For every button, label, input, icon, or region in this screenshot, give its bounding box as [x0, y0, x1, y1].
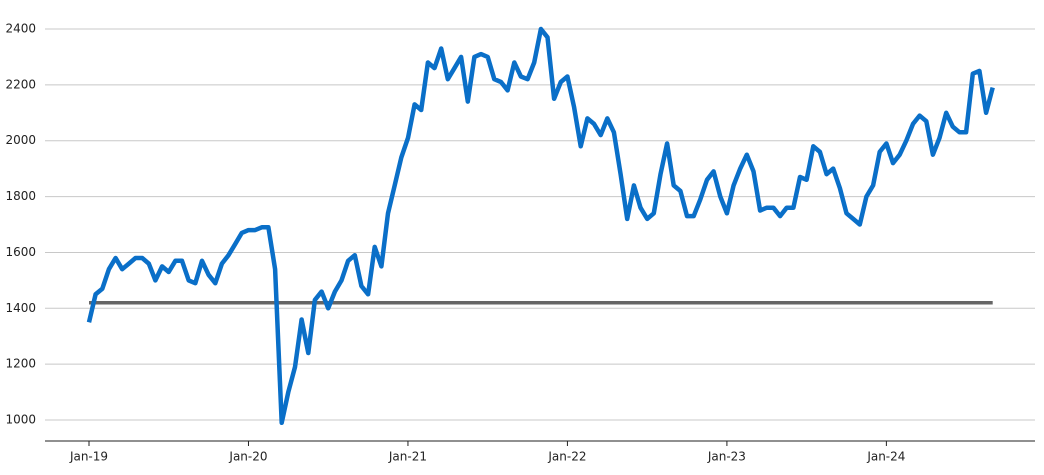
y-tick-label: 1000 [5, 413, 36, 427]
y-tick-label: 2400 [5, 21, 36, 35]
x-tick-label: Jan-21 [388, 450, 427, 464]
y-tick-label: 1600 [5, 245, 36, 259]
x-tick-label: Jan-20 [228, 450, 267, 464]
y-tick-label: 1400 [5, 301, 36, 315]
y-tick-label: 1800 [5, 189, 36, 203]
x-tick-label: Jan-19 [69, 450, 108, 464]
y-tick-label: 2200 [5, 77, 36, 91]
data-line [86, 26, 995, 426]
y-tick-label: 2000 [5, 133, 36, 147]
y-tick-label: 1200 [5, 357, 36, 371]
x-tick-label: Jan-24 [866, 450, 905, 464]
x-tick-label: Jan-23 [707, 450, 746, 464]
x-tick-label: Jan-22 [547, 450, 586, 464]
